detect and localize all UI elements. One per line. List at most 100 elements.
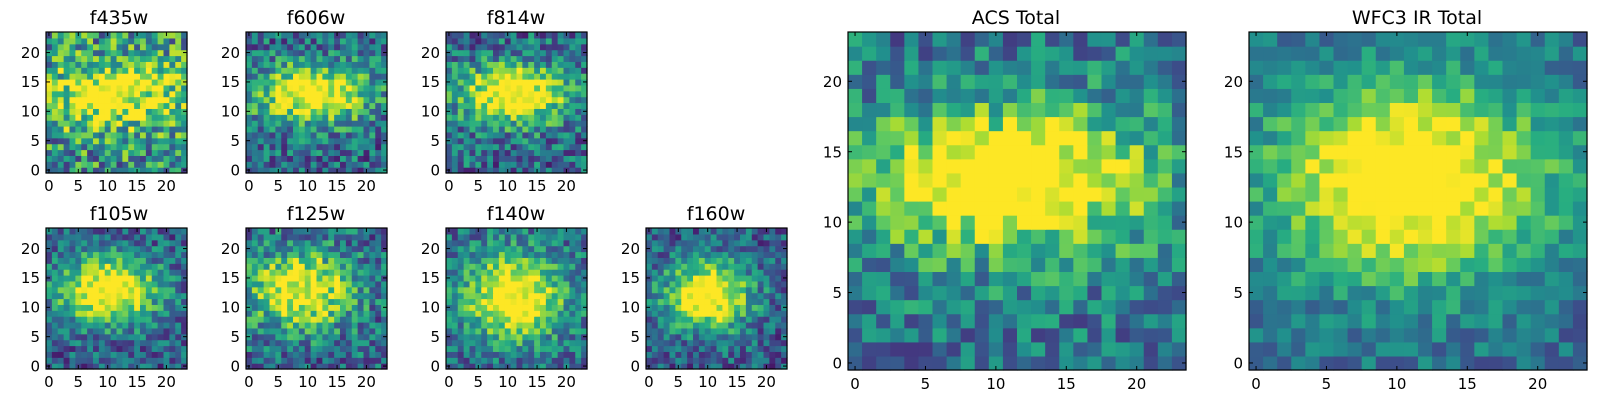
heatmap-cell: [540, 275, 547, 282]
heatmap-cell: [1277, 355, 1292, 371]
heatmap-cell: [516, 49, 523, 57]
heatmap-cell: [57, 161, 65, 168]
heatmap-cell: [569, 143, 576, 151]
heatmap-cell: [298, 304, 306, 311]
heatmap-cell: [522, 143, 529, 151]
heatmap-cell: [522, 114, 529, 121]
heatmap-cell: [651, 339, 659, 347]
heatmap-cell: [322, 155, 329, 162]
heatmap-cell: [175, 339, 182, 347]
heatmap-cell: [457, 131, 465, 139]
heatmap-cell: [175, 263, 182, 270]
heatmap-cell: [298, 286, 306, 294]
heatmap-cell: [98, 275, 106, 282]
heatmap-cell: [369, 351, 376, 358]
heatmap-cell: [575, 126, 582, 133]
heatmap-cell: [918, 229, 934, 244]
heatmap-cell: [693, 322, 700, 329]
heatmap-cell: [316, 73, 323, 80]
heatmap-cell: [498, 339, 506, 347]
heatmap-cell: [710, 228, 718, 235]
heatmap-cell: [93, 351, 100, 358]
heatmap-cell: [728, 245, 735, 253]
heatmap-cell: [675, 257, 682, 264]
heatmap-cell: [381, 292, 388, 300]
heatmap-cell: [163, 126, 170, 133]
heatmap-cell: [563, 310, 570, 317]
heatmap-cell: [246, 351, 253, 358]
heatmap-cell: [128, 304, 135, 311]
heatmap-cell: [46, 251, 53, 258]
heatmap-cell: [257, 322, 265, 329]
heatmap-cell: [310, 43, 318, 51]
heatmap-cell: [181, 269, 188, 276]
heatmap-cell: [581, 32, 588, 39]
heatmap-cell: [481, 90, 488, 98]
heatmap-cell: [451, 304, 459, 311]
heatmap-cell: [775, 228, 782, 235]
heatmap-cell: [116, 322, 123, 329]
heatmap-cell: [116, 286, 123, 294]
heatmap-cell: [81, 90, 88, 98]
heatmap-cell: [722, 322, 729, 329]
heatmap-cell: [257, 43, 265, 51]
heatmap-cell: [145, 339, 153, 347]
heatmap-cell: [375, 108, 382, 115]
heatmap-cell: [988, 46, 1004, 61]
heatmap-cell: [876, 144, 891, 160]
heatmap-cell: [540, 292, 547, 300]
heatmap-cell: [493, 114, 500, 121]
heatmap-cell: [487, 327, 494, 335]
heatmap-cell: [545, 269, 553, 276]
heatmap-cell: [357, 90, 365, 98]
heatmap-cell: [51, 345, 59, 352]
heatmap-cell: [469, 96, 476, 104]
heatmap-cell: [316, 167, 323, 174]
heatmap-cell: [698, 286, 706, 294]
heatmap-cell: [334, 310, 341, 317]
heatmap-cell: [498, 149, 506, 156]
heatmap-cell: [557, 90, 565, 98]
heatmap-cell: [63, 228, 71, 235]
heatmap-cell: [534, 84, 541, 92]
heatmap-cell: [745, 245, 753, 253]
heatmap-cell: [663, 275, 671, 282]
heatmap-cell: [663, 327, 671, 335]
heatmap-cell: [1516, 327, 1532, 343]
heatmap-cell: [257, 239, 265, 247]
heatmap-cell: [263, 108, 271, 115]
heatmap-cell: [251, 245, 259, 253]
heatmap-cell: [169, 351, 176, 358]
heatmap-cell: [351, 228, 359, 235]
heatmap-cell: [46, 351, 53, 358]
heatmap-cell: [751, 286, 759, 294]
y-tick-label: 10: [421, 299, 440, 317]
heatmap-cell: [974, 201, 990, 216]
heatmap-cell: [310, 108, 318, 115]
heatmap-cell: [287, 55, 294, 62]
heatmap-cell: [175, 143, 182, 151]
heatmap-cell: [328, 84, 335, 92]
heatmap-cell: [98, 286, 106, 294]
heatmap-cell: [522, 96, 529, 104]
heatmap-cell: [974, 60, 990, 75]
heatmap-cell: [304, 73, 312, 80]
heatmap-cell: [69, 67, 76, 74]
heatmap-cell: [1319, 355, 1335, 371]
heatmap-cell: [481, 114, 488, 121]
heatmap-cell: [157, 269, 165, 276]
heatmap-cell: [493, 55, 500, 62]
heatmap-cell: [181, 67, 188, 74]
heatmap-cell: [451, 67, 459, 74]
heatmap-cell: [175, 322, 182, 329]
heatmap-cell: [475, 339, 482, 347]
heatmap-cell: [646, 280, 653, 288]
heatmap-cell: [475, 357, 482, 364]
heatmap-cell: [169, 155, 176, 162]
heatmap-cell: [81, 233, 88, 241]
heatmap-cell: [728, 357, 735, 364]
heatmap-cell: [345, 114, 353, 121]
heatmap-cell: [657, 316, 665, 323]
heatmap-cells: [646, 228, 788, 370]
heatmap-cell: [722, 286, 729, 294]
